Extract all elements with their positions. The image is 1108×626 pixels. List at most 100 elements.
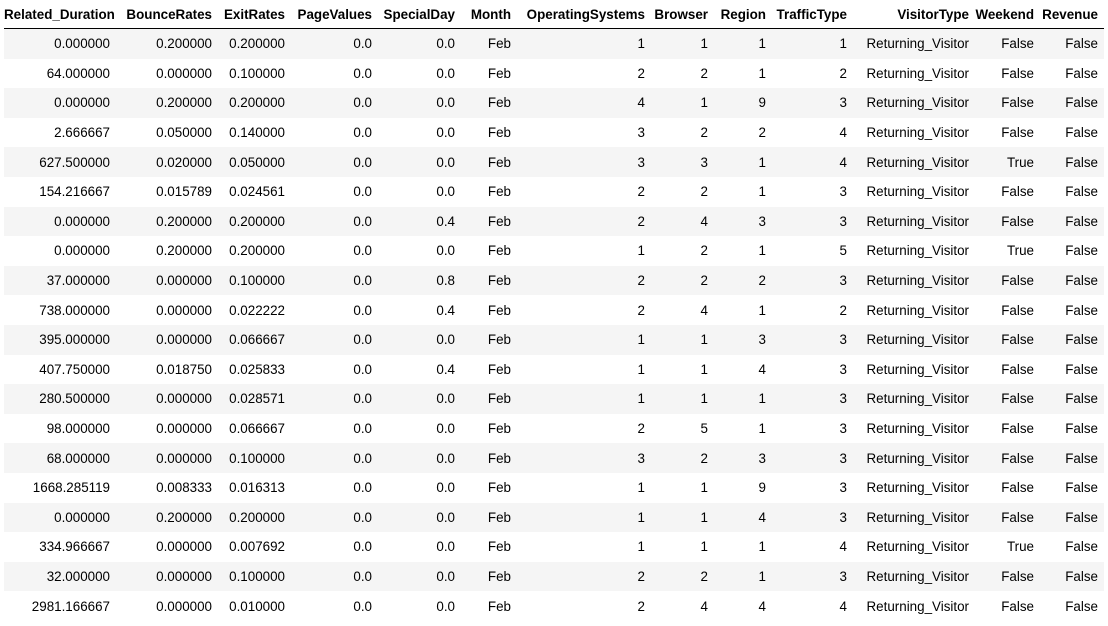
table-cell: 0.000000 xyxy=(120,58,218,89)
table-cell: Feb xyxy=(461,324,517,355)
table-cell: False xyxy=(975,324,1040,355)
table-cell: False xyxy=(1040,28,1104,59)
table-cell: 0.000000 xyxy=(4,502,120,533)
table-cell: 0.0 xyxy=(291,265,378,296)
dataframe-output: Related_Duration BounceRates ExitRates Page… xyxy=(4,0,1104,621)
table-cell: 0.200000 xyxy=(218,206,291,237)
table-cell: 2 xyxy=(651,236,714,266)
table-cell: False xyxy=(975,354,1040,385)
table-cell: 0.066667 xyxy=(218,413,291,444)
table-cell: Returning_Visitor xyxy=(853,532,975,562)
table-cell: 0.025833 xyxy=(218,354,291,385)
column-header-operatingsystems: OperatingSystems xyxy=(517,0,651,29)
table-cell: Feb xyxy=(461,176,517,207)
table-header-row: Related_Duration BounceRates ExitRates Page… xyxy=(4,0,1104,29)
table-cell: 1 xyxy=(517,354,651,385)
table-cell: 0.200000 xyxy=(120,236,218,266)
table-cell: False xyxy=(975,561,1040,592)
table-cell: 0.0 xyxy=(378,88,461,118)
table-cell: 0.000000 xyxy=(120,324,218,355)
table-cell: 3 xyxy=(772,443,853,473)
table-cell: Returning_Visitor xyxy=(853,561,975,592)
table-cell: False xyxy=(1040,117,1104,148)
table-cell: 2 xyxy=(714,265,772,296)
column-header-browser: Browser xyxy=(651,0,714,29)
table-cell: 0.200000 xyxy=(120,28,218,59)
table-cell: 1 xyxy=(517,236,651,266)
table-cell: 3 xyxy=(517,443,651,473)
table-cell: 2 xyxy=(517,591,651,621)
table-row: 98.000000 0.000000 0.066667 0.0 0.0 Feb 2 5 1 3 Re… xyxy=(4,413,1104,444)
table-cell: 2 xyxy=(772,295,853,325)
table-cell: False xyxy=(1040,236,1104,266)
table-cell: 3 xyxy=(714,324,772,355)
table-row: 334.966667 0.000000 0.007692 0.0 0.0 Feb 1 1 1 4 R… xyxy=(4,532,1104,562)
table-cell: 1 xyxy=(651,324,714,355)
table-cell: 3 xyxy=(714,443,772,473)
table-cell: 98.000000 xyxy=(4,413,120,444)
table-cell: 5 xyxy=(651,413,714,444)
table-cell: Feb xyxy=(461,472,517,503)
table-cell: 1 xyxy=(517,472,651,503)
table-cell: 3 xyxy=(772,324,853,355)
table-cell: 0.0 xyxy=(291,532,378,562)
table-cell: 3 xyxy=(772,265,853,296)
table-cell: Feb xyxy=(461,295,517,325)
table-row: 2981.166667 0.000000 0.010000 0.0 0.0 Feb 2 4 4 4… xyxy=(4,591,1104,621)
table-cell: False xyxy=(1040,265,1104,296)
table-cell: 2 xyxy=(517,176,651,207)
table-cell: 0.0 xyxy=(378,147,461,177)
table-cell: Feb xyxy=(461,236,517,266)
table-cell: 1 xyxy=(714,58,772,89)
table-cell: 2 xyxy=(517,265,651,296)
table-cell: 0.0 xyxy=(291,295,378,325)
table-cell: 0.000000 xyxy=(120,591,218,621)
table-cell: Returning_Visitor xyxy=(853,384,975,414)
table-row: 2.666667 0.050000 0.140000 0.0 0.0 Feb 3 2 2 4 Ret… xyxy=(4,117,1104,148)
table-cell: Returning_Visitor xyxy=(853,147,975,177)
table-cell: 1 xyxy=(651,28,714,59)
table-cell: 2 xyxy=(517,295,651,325)
table-cell: False xyxy=(1040,502,1104,533)
table-row: 1668.285119 0.008333 0.016313 0.0 0.0 Feb 1 1 9 3… xyxy=(4,472,1104,503)
table-cell: Feb xyxy=(461,88,517,118)
table-cell: 1 xyxy=(772,28,853,59)
table-cell: 0.000000 xyxy=(4,206,120,237)
table-cell: 2 xyxy=(651,58,714,89)
table-cell: 0.000000 xyxy=(120,295,218,325)
table-cell: 0.018750 xyxy=(120,354,218,385)
table-cell: 1 xyxy=(517,502,651,533)
table-cell: 1 xyxy=(714,561,772,592)
table-body: 0.000000 0.200000 0.200000 0.0 0.0 Feb 1 1 1 1 Ret… xyxy=(4,28,1104,621)
table-cell: False xyxy=(1040,561,1104,592)
table-cell: 4 xyxy=(772,117,853,148)
table-cell: 9 xyxy=(714,88,772,118)
table-cell: False xyxy=(975,443,1040,473)
table-cell: 3 xyxy=(772,88,853,118)
table-cell: False xyxy=(975,28,1040,59)
table-cell: 4 xyxy=(651,591,714,621)
table-row: 395.000000 0.000000 0.066667 0.0 0.0 Feb 1 1 3 3 R… xyxy=(4,324,1104,355)
table-row: 68.000000 0.000000 0.100000 0.0 0.0 Feb 3 2 3 3 Re… xyxy=(4,443,1104,473)
table-cell: 0.0 xyxy=(378,591,461,621)
table-cell: 2 xyxy=(651,176,714,207)
table-cell: 0.000000 xyxy=(4,88,120,118)
table-cell: Returning_Visitor xyxy=(853,591,975,621)
table-cell: 1 xyxy=(651,384,714,414)
table-cell: 0.0 xyxy=(291,384,378,414)
table-cell: 1 xyxy=(517,532,651,562)
table-cell: 4 xyxy=(714,502,772,533)
table-cell: 3 xyxy=(772,384,853,414)
table-cell: False xyxy=(1040,295,1104,325)
table-cell: 1 xyxy=(651,354,714,385)
table-cell: 0.007692 xyxy=(218,532,291,562)
table-cell: 1 xyxy=(714,295,772,325)
table-cell: 0.000000 xyxy=(4,28,120,59)
table-cell: 0.000000 xyxy=(120,443,218,473)
table-cell: 1 xyxy=(714,236,772,266)
table-cell: False xyxy=(975,176,1040,207)
table-cell: 0.0 xyxy=(378,561,461,592)
table-cell: False xyxy=(1040,472,1104,503)
table-cell: Returning_Visitor xyxy=(853,472,975,503)
dataframe-table: Related_Duration BounceRates ExitRates Page… xyxy=(4,0,1104,621)
